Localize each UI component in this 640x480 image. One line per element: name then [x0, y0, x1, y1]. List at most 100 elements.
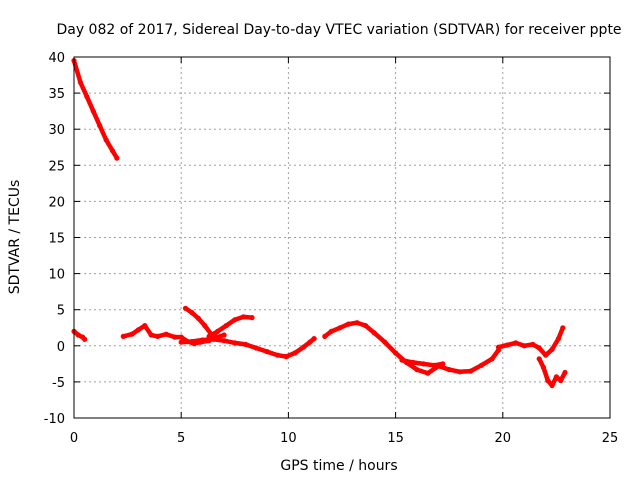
x-tick-label: 20: [495, 431, 512, 446]
data-point: [504, 342, 510, 348]
data-point: [393, 350, 399, 356]
data-point: [253, 345, 259, 351]
data-point: [110, 148, 116, 154]
ticks: [73, 56, 611, 419]
data-point: [513, 340, 519, 346]
data-point: [530, 341, 536, 347]
data-point: [178, 339, 184, 345]
x-axis-title: GPS time / hours: [280, 458, 397, 474]
series-segment-7: [322, 320, 501, 376]
y-tick-label: 30: [48, 123, 65, 138]
data-point: [189, 338, 195, 345]
x-tick-label: 25: [602, 431, 619, 446]
data-point: [129, 331, 135, 337]
data-point: [549, 346, 555, 352]
grid: [74, 57, 610, 418]
data-point: [210, 336, 216, 342]
data-point: [536, 345, 542, 351]
series-segment-5: [206, 314, 255, 339]
data-point: [172, 334, 178, 340]
data-point: [354, 320, 360, 326]
data-point: [114, 155, 120, 161]
data-point: [553, 374, 560, 380]
data-point: [155, 333, 161, 339]
data-point: [399, 357, 405, 363]
data-point: [300, 344, 306, 350]
data-point: [223, 323, 229, 329]
data-point: [249, 315, 255, 321]
data-point: [178, 334, 184, 340]
data-point: [495, 344, 502, 350]
x-tick-label: 15: [387, 431, 404, 446]
data-point: [90, 108, 96, 114]
y-tick-label: -10: [44, 412, 65, 427]
data-point: [345, 321, 351, 327]
tick-labels: 0 5 10 15 20 25 -10 -5 0 5 10 15 20 25 30 35 40: [44, 51, 619, 446]
data-point: [200, 337, 206, 343]
y-tick-label: 20: [48, 195, 65, 210]
data-point: [446, 367, 452, 373]
data-point: [182, 305, 189, 311]
data-point: [478, 362, 484, 368]
data-point: [142, 323, 148, 329]
data-point: [536, 356, 542, 362]
data-point: [521, 343, 527, 349]
data-point: [202, 323, 208, 329]
data-point: [75, 332, 81, 338]
series-segment-1: [71, 58, 120, 161]
data-point: [543, 352, 549, 358]
data-point: [163, 331, 169, 337]
y-tick-label: 15: [48, 232, 65, 247]
x-tick-label: 0: [70, 431, 78, 446]
data-point: [558, 377, 564, 384]
data-point: [560, 325, 566, 331]
data-point: [242, 341, 249, 347]
series-segment-9: [496, 325, 566, 358]
data-point: [457, 369, 463, 375]
data-point: [221, 332, 227, 338]
data-point: [562, 369, 568, 376]
data-point: [232, 340, 238, 346]
data-point: [382, 339, 388, 345]
data-point: [555, 336, 562, 342]
data-point: [489, 356, 495, 362]
data-point: [135, 327, 141, 333]
chart-title: Day 082 of 2017, Sidereal Day-to-day VTE…: [56, 22, 621, 38]
data-point: [440, 361, 446, 367]
series-layer: [71, 58, 568, 389]
data-point: [328, 328, 334, 334]
data-point: [549, 382, 555, 389]
data-point: [77, 79, 83, 85]
y-axis-title: SDTVAR / TECUs: [7, 180, 23, 295]
data-point: [431, 362, 437, 368]
data-point: [363, 323, 369, 329]
y-tick-label: 10: [48, 268, 65, 283]
data-point: [337, 325, 343, 331]
y-tick-label: 5: [57, 304, 65, 319]
data-point: [414, 367, 420, 373]
data-point: [283, 354, 289, 360]
data-point: [425, 370, 431, 376]
data-point: [540, 364, 547, 371]
data-point: [189, 310, 195, 316]
data-point: [82, 336, 88, 342]
data-point: [322, 333, 328, 339]
data-point: [97, 123, 103, 129]
data-point: [232, 317, 238, 323]
y-tick-label: 25: [48, 159, 65, 174]
data-point: [545, 377, 551, 384]
y-tick-label: 40: [48, 51, 65, 66]
data-point: [195, 315, 201, 321]
data-point: [120, 333, 126, 339]
data-point: [221, 338, 227, 344]
data-point: [103, 137, 109, 143]
data-point: [468, 368, 474, 374]
data-point: [240, 314, 246, 320]
data-point: [292, 350, 298, 356]
data-point: [215, 328, 221, 334]
data-point: [311, 336, 317, 342]
y-tick-label: 0: [57, 340, 65, 355]
y-tick-label: -5: [52, 376, 65, 391]
data-point: [148, 332, 154, 338]
